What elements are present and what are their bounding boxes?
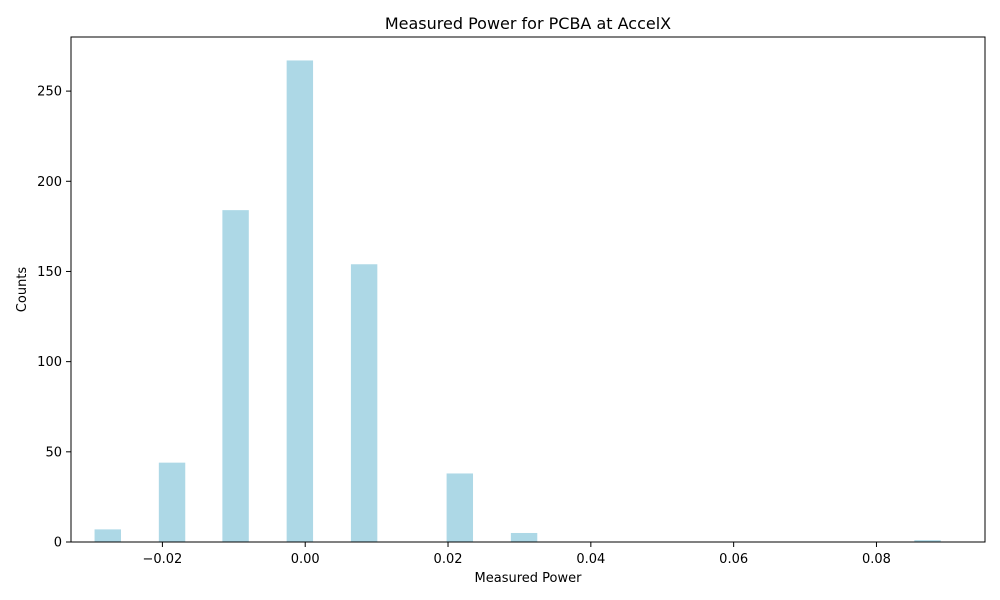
- histogram-bar-1: [158, 462, 186, 542]
- histogram-bar-6: [510, 532, 538, 542]
- plot-frame: [70, 36, 986, 543]
- y-tick-label: 200: [37, 175, 62, 190]
- y-tick-label: 100: [37, 355, 62, 370]
- y-tick-label: 0: [54, 536, 62, 551]
- y-axis: 0 50 100 150 200 250: [37, 85, 71, 551]
- x-tick-label: 0.04: [576, 552, 605, 567]
- x-tick-label: 0.02: [434, 552, 463, 567]
- histogram-bar-2: [222, 210, 249, 542]
- histogram-bar-3: [286, 60, 314, 542]
- y-tick-label: 250: [37, 85, 62, 100]
- x-axis-label: Measured Power: [475, 571, 583, 586]
- histogram-bar-7: [914, 540, 941, 542]
- chart-title: Measured Power for PCBA at AccelX: [385, 14, 671, 33]
- x-tick-label: 0.00: [291, 552, 320, 567]
- histogram-bar-4: [350, 264, 378, 542]
- x-tick-label: −0.02: [142, 552, 182, 567]
- histogram-bar-5: [446, 473, 474, 542]
- x-tick-label: 0.08: [862, 552, 891, 567]
- x-tick-label: 0.06: [719, 552, 748, 567]
- y-tick-label: 150: [37, 265, 62, 280]
- histogram-bar-0: [94, 529, 121, 543]
- bars-layer: [94, 60, 941, 543]
- y-tick-label: 50: [45, 445, 62, 460]
- y-axis-label: Counts: [15, 267, 30, 313]
- x-axis: −0.02 0.00 0.02 0.04 0.06 0.08: [142, 542, 891, 567]
